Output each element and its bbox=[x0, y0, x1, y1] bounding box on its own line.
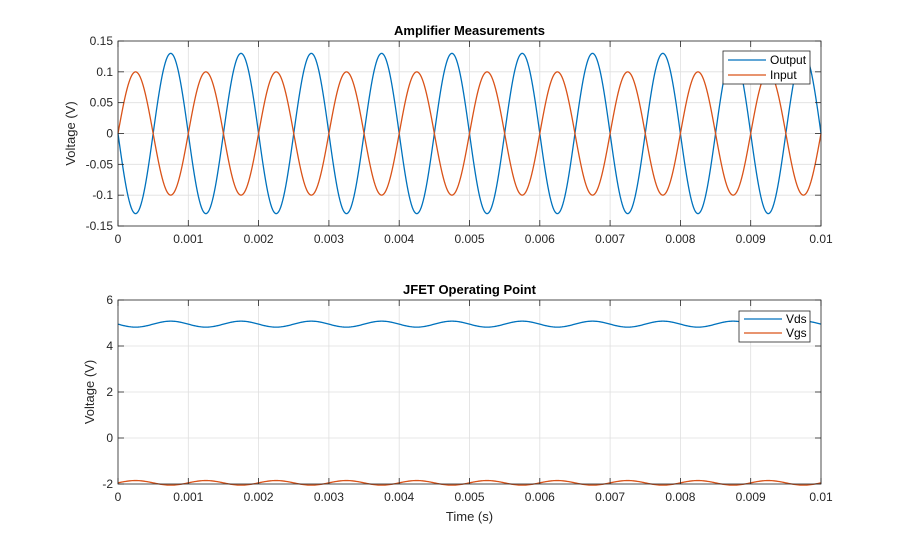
y-tick-label: 0 bbox=[106, 127, 113, 141]
y-axis-label: Voltage (V) bbox=[63, 101, 78, 165]
x-tick-label: 0.01 bbox=[809, 490, 833, 504]
series-line-vds bbox=[117, 320, 822, 328]
x-tick-label: 0.007 bbox=[595, 490, 625, 504]
y-tick-label: -0.05 bbox=[86, 157, 114, 171]
x-tick-label: 0.01 bbox=[809, 232, 833, 246]
y-tick-label: -0.1 bbox=[92, 188, 113, 202]
chart-title: JFET Operating Point bbox=[403, 282, 537, 297]
legend: Vds Vgs bbox=[738, 310, 811, 343]
legend: Output Input bbox=[722, 50, 811, 85]
amplifier-measurements-axes: 0 0.001 0.002 0.003 0.004 0.005 0.006 0.007 0.00… bbox=[63, 23, 833, 246]
y-tick-label: 4 bbox=[106, 339, 113, 353]
x-tick-label: 0.001 bbox=[173, 490, 203, 504]
y-tick-label: 0.05 bbox=[90, 96, 114, 110]
ticks: 0 0.001 0.002 0.003 0.004 0.005 0.006 0.007 0.00… bbox=[102, 293, 833, 504]
y-tick-label: -2 bbox=[102, 477, 113, 491]
y-tick-label: 0 bbox=[106, 431, 113, 445]
x-tick-label: 0.008 bbox=[665, 490, 695, 504]
x-tick-label: 0.002 bbox=[244, 490, 274, 504]
x-tick-label: 0.001 bbox=[173, 232, 203, 246]
x-tick-label: 0.003 bbox=[314, 232, 344, 246]
x-tick-label: 0 bbox=[115, 490, 122, 504]
y-tick-label: 6 bbox=[106, 293, 113, 307]
y-tick-label: 0.15 bbox=[90, 34, 114, 48]
x-axis-label: Time (s) bbox=[446, 509, 493, 524]
legend-label-vds: Vds bbox=[786, 312, 807, 326]
x-tick-label: 0.004 bbox=[384, 490, 414, 504]
x-tick-label: 0.003 bbox=[314, 490, 344, 504]
series-line-input bbox=[117, 71, 822, 196]
legend-label-vgs: Vgs bbox=[786, 326, 807, 340]
jfet-operating-point-axes: 0 0.001 0.002 0.003 0.004 0.005 0.006 0.007 0.00… bbox=[82, 282, 833, 524]
legend-box bbox=[738, 310, 811, 343]
y-tick-label: 0.1 bbox=[96, 65, 113, 79]
legend-box bbox=[722, 50, 811, 85]
x-tick-label: 0.008 bbox=[665, 232, 695, 246]
x-tick-label: 0.007 bbox=[595, 232, 625, 246]
y-axis-label: Voltage (V) bbox=[82, 360, 97, 424]
legend-label-input: Input bbox=[770, 68, 797, 82]
x-tick-label: 0.006 bbox=[525, 490, 555, 504]
x-tick-label: 0.005 bbox=[454, 490, 484, 504]
y-tick-label: -0.15 bbox=[86, 219, 114, 233]
x-tick-label: 0.009 bbox=[736, 232, 766, 246]
ticks: 0 0.001 0.002 0.003 0.004 0.005 0.006 0.007 0.00… bbox=[86, 34, 833, 246]
legend-label-output: Output bbox=[770, 53, 807, 67]
x-tick-label: 0.005 bbox=[454, 232, 484, 246]
x-tick-label: 0.002 bbox=[244, 232, 274, 246]
x-tick-label: 0 bbox=[115, 232, 122, 246]
x-tick-label: 0.004 bbox=[384, 232, 414, 246]
x-tick-label: 0.009 bbox=[736, 490, 766, 504]
y-tick-label: 2 bbox=[106, 385, 113, 399]
x-tick-label: 0.006 bbox=[525, 232, 555, 246]
chart-title: Amplifier Measurements bbox=[394, 23, 545, 38]
series-lines bbox=[117, 52, 822, 215]
